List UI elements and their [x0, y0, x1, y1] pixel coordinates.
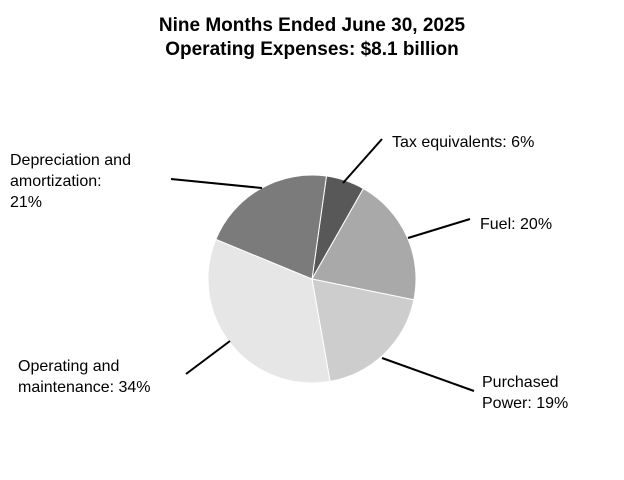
slice-fuel — [311, 187, 417, 301]
leader-line-depreciation-amortization — [170, 178, 263, 189]
leader-line-operating-maintenance — [185, 340, 231, 375]
slice-operating-maintenance — [207, 238, 331, 384]
chart-title: Nine Months Ended June 30, 2025 Operatin… — [0, 14, 624, 62]
leader-line-purchased-power — [381, 357, 475, 392]
title-line-2: Operating Expenses: $8.1 billion — [165, 39, 459, 60]
leader-line-tax-equivalents — [342, 138, 383, 184]
leader-line-fuel — [407, 218, 471, 239]
label-tax-equivalents: Tax equivalents: 6% — [392, 134, 535, 151]
label-operating-maintenance: Operating and maintenance: 34% — [18, 358, 151, 396]
label-fuel: Fuel: 20% — [480, 216, 553, 233]
title-line-1: Nine Months Ended June 30, 2025 — [158, 15, 466, 36]
label-purchased-power: Purchased Power: 19% — [482, 374, 569, 412]
label-depreciation-amortization: Depreciation and amortization: 21% — [10, 152, 131, 211]
slice-purchased-power — [311, 278, 415, 382]
